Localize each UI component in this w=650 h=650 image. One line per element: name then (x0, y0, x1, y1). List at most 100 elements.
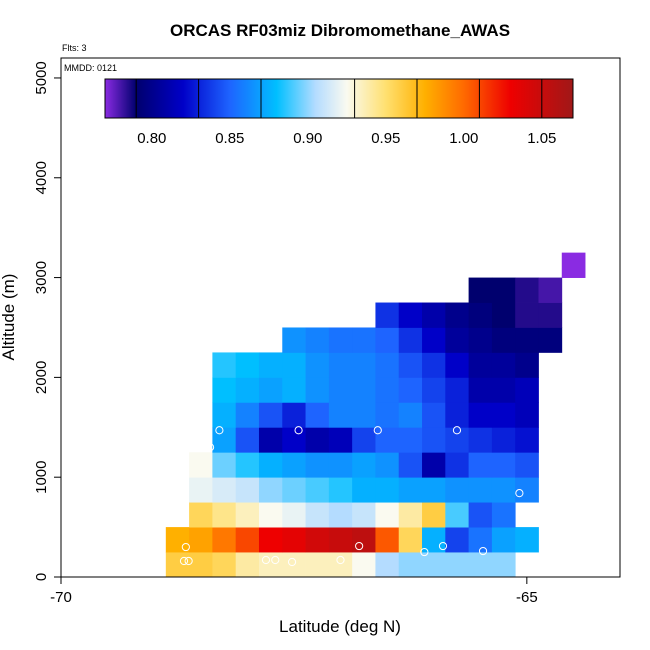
heatmap-cell (445, 302, 470, 328)
heatmap-cell (235, 452, 260, 478)
heatmap-cell (398, 477, 423, 503)
heatmap-cell (212, 377, 237, 403)
heatmap-cell (515, 427, 539, 453)
heatmap-cell (375, 377, 400, 403)
heatmap-cell (491, 327, 516, 353)
heatmap-cell (422, 502, 446, 528)
heatmap-cell (282, 477, 306, 503)
heatmap-cell (352, 452, 376, 478)
heatmap-cell (305, 327, 330, 353)
heatmap-cell (375, 352, 400, 378)
heatmap-cell (398, 352, 423, 378)
heatmap-cell (491, 377, 516, 403)
heatmap-cells (165, 252, 586, 578)
sample-marker (181, 542, 190, 552)
heatmap-cell (422, 477, 446, 503)
heatmap-cell (189, 552, 213, 578)
heatmap-cell (282, 402, 306, 428)
heatmap-cell (398, 377, 423, 403)
heatmap-cell (422, 552, 446, 578)
heatmap-cell (305, 477, 330, 503)
sample-marker (438, 541, 448, 551)
heatmap-cell (375, 327, 400, 353)
heatmap-cell (328, 402, 353, 428)
sample-marker (287, 557, 297, 567)
heatmap-cell (235, 527, 260, 553)
heatmap-cell (491, 402, 516, 428)
colorbar-tick-label: 0.85 (215, 130, 244, 147)
colorbar-tick-label: 1.00 (449, 130, 478, 147)
heatmap-cell (189, 502, 213, 528)
heatmap-cell (398, 502, 423, 528)
heatmap-cell (468, 427, 493, 453)
heatmap-cell (305, 527, 330, 553)
heatmap-cell (235, 552, 260, 578)
sample-marker (205, 443, 215, 452)
heatmap-cell (398, 552, 423, 578)
heatmap-cell (515, 452, 539, 478)
heatmap-cell (398, 302, 423, 328)
heatmap-cell (328, 377, 353, 403)
heatmap-cell (352, 352, 376, 378)
colorbar-tick-label: 0.90 (293, 130, 322, 147)
heatmap-cell (491, 552, 516, 578)
heatmap-cell (468, 527, 493, 553)
heatmap-cell (165, 552, 190, 578)
heatmap-cell (258, 352, 283, 378)
sample-marker (355, 541, 364, 551)
heatmap-cell (352, 402, 376, 428)
chart-title: ORCAS RF03miz Dibromomethane_AWAS (170, 21, 510, 40)
colorbar-gradient (104, 78, 574, 119)
heatmap-cell (445, 477, 470, 503)
heatmap-cell (328, 427, 353, 453)
heatmap-cell (422, 452, 446, 478)
heatmap-cell (352, 327, 376, 353)
heatmap-cell (189, 477, 213, 503)
x-tick-label: -70 (50, 589, 72, 606)
x-tick-label: -65 (516, 589, 538, 606)
sample-marker (373, 426, 382, 435)
heatmap-cell (422, 402, 446, 428)
heatmap-cell (375, 502, 400, 528)
heatmap-cell (258, 477, 283, 503)
heatmap-cell (375, 552, 400, 578)
heatmap-cell (538, 302, 563, 328)
heatmap-cell (538, 277, 563, 303)
heatmap-cell (468, 377, 493, 403)
heatmap-cell (212, 352, 237, 378)
heatmap-cell (422, 302, 446, 328)
heatmap-cell (445, 327, 470, 353)
y-tick-label: 2000 (33, 361, 50, 394)
colorbar-ticks: 0.80 0.85 0.90 0.95 1.00 1.05 (137, 130, 556, 147)
heatmap-cell (282, 502, 306, 528)
heatmap-cell (258, 452, 283, 478)
heatmap-cell (445, 352, 470, 378)
heatmap-cell (212, 477, 237, 503)
heatmap-cell (258, 402, 283, 428)
colorbar-tick-label: 0.80 (137, 130, 166, 147)
heatmap-cell (398, 327, 423, 353)
heatmap-cell (398, 527, 423, 553)
heatmap-cell (235, 477, 260, 503)
heatmap-cell (375, 527, 400, 553)
heatmap-cell (305, 452, 330, 478)
sample-marker (294, 426, 303, 435)
heatmap-cell (305, 502, 330, 528)
heatmap-cell (468, 477, 493, 503)
heatmap-cell (189, 452, 213, 478)
heatmap-cell (491, 477, 516, 503)
heatmap-cell (538, 327, 563, 353)
heatmap-cell (445, 377, 470, 403)
heatmap-cell (258, 552, 283, 578)
heatmap-cell (212, 452, 237, 478)
heatmap-cell (468, 502, 493, 528)
heatmap-cell (235, 377, 260, 403)
y-tick-label: 0 (33, 573, 50, 581)
heatmap-cell (235, 402, 260, 428)
heatmap-cell (422, 427, 446, 453)
x-axis: -70 -65 (50, 577, 538, 606)
heatmap-cell (375, 427, 400, 453)
heatmap-cell (468, 552, 493, 578)
heatmap-cell (305, 402, 330, 428)
heatmap-cell (328, 527, 353, 553)
